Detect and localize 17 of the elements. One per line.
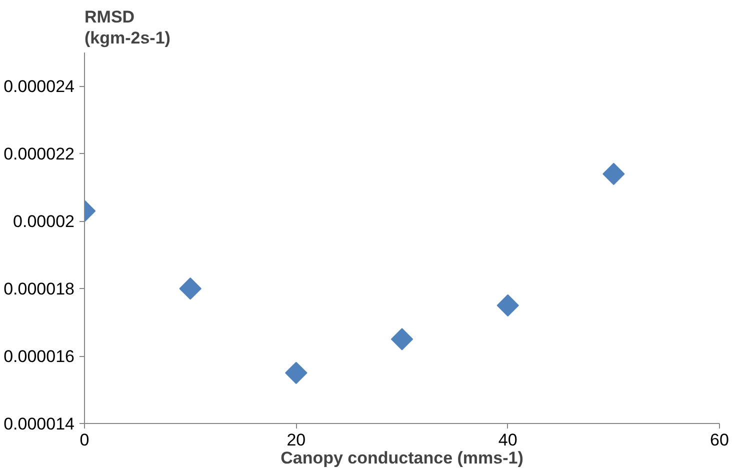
x-tick-label: 40 (498, 430, 518, 450)
x-tick-label: 60 (710, 430, 729, 450)
point (285, 362, 308, 384)
x-tick-label: 0 (80, 430, 90, 450)
point (390, 328, 414, 350)
point (602, 162, 625, 186)
y-axis-title: RMSD (kgm-2s-1) (84, 8, 170, 48)
point (496, 294, 519, 317)
point (179, 277, 202, 300)
x-axis-title: Canopy conductance (mms-1) (280, 448, 524, 468)
y-tick-label: 0.000016 (4, 347, 74, 366)
y-tick-label: 0.000018 (4, 280, 74, 299)
y-tick-label: 0.000024 (4, 77, 74, 96)
y-tick-label: 0.000014 (4, 414, 74, 434)
x-tick-label: 20 (286, 430, 306, 450)
y-tick-label: 0.00002 (13, 212, 74, 232)
y-tick-label: 0.000022 (4, 144, 74, 164)
